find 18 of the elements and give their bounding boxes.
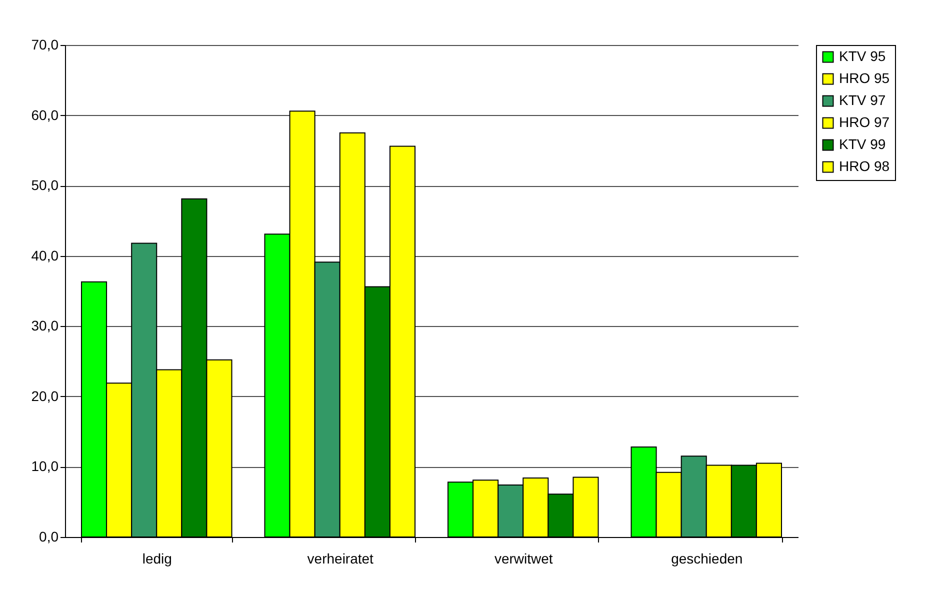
y-tick-label: 40,0: [31, 247, 59, 264]
x-tick-label: geschieden: [671, 550, 743, 566]
x-tick-label: ledig: [142, 550, 172, 566]
y-tick-label: 30,0: [31, 318, 59, 334]
y-tick-label: 0,0: [39, 528, 59, 544]
legend-label: KTV 99: [839, 136, 886, 152]
legend-label: HRO 95: [839, 70, 890, 86]
y-tick-label: 70,0: [31, 36, 59, 52]
x-tick-label: verheiratet: [307, 550, 374, 566]
y-tick-label: 60,0: [31, 106, 59, 123]
legend-label: KTV 95: [839, 48, 886, 64]
y-tick-label: 20,0: [31, 388, 59, 404]
legend-label: HRO 97: [839, 114, 890, 130]
x-tick-label: verwitwet: [494, 550, 553, 566]
legend-label: HRO 98: [839, 158, 890, 174]
y-tick-label: 10,0: [31, 458, 59, 474]
y-tick-label: 50,0: [31, 177, 59, 194]
legend-label: KTV 97: [839, 92, 886, 108]
